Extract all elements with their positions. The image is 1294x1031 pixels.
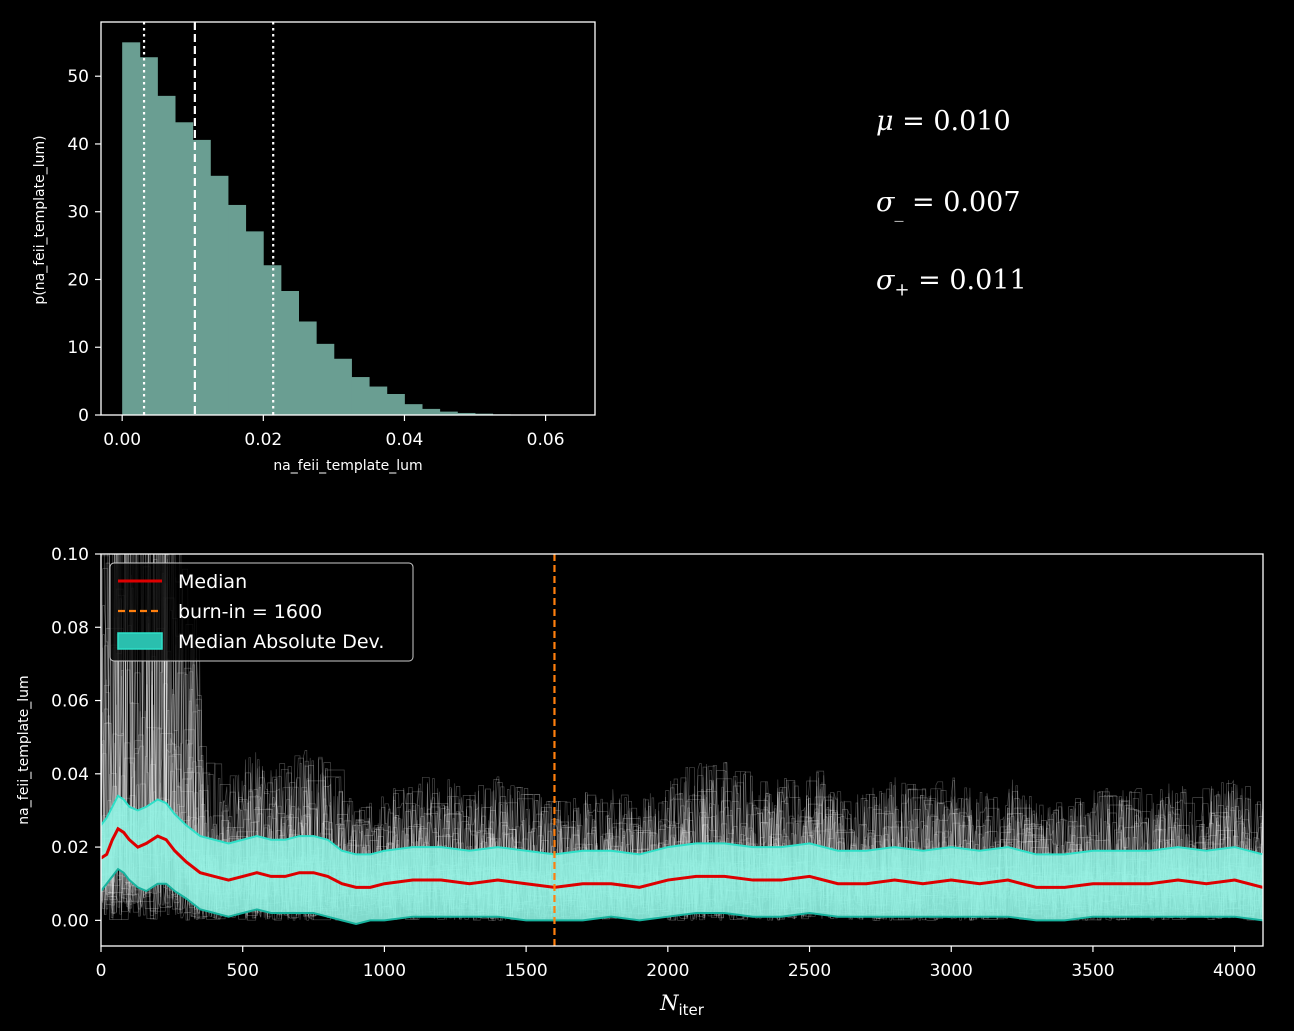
trace-panel: 0 500 1000 1500 2000 2500 3000 3500 4000 0.000.0… [16,545,1264,1019]
trace-y-tick-label: 0.02 [51,838,89,858]
histogram-bar [210,175,229,415]
trace-x-tick-label: 500 [226,961,258,981]
histogram-y-tick-label: 30 [67,203,89,223]
legend-mad-swatch [117,632,163,650]
histogram-y-tick-label: 20 [67,270,89,290]
histogram-x-ticks: 0.00 0.02 0.04 0.06 [103,415,565,450]
histogram-x-tick-label: 0.06 [527,430,565,450]
histogram-bar [422,408,441,415]
histogram-y-tick-label: 40 [67,135,89,155]
trace-y-tick-label: 0.08 [51,618,89,638]
histogram-bar [139,57,158,415]
histogram-bars [122,42,582,416]
mad-upper-edge [101,794,1263,856]
trace-frame [100,553,1264,947]
histogram-frame [100,21,596,416]
histogram-panel: 0.00 0.02 0.04 0.06 0 10 20 30 40 50 na_feii_tem… [32,21,596,474]
histogram-bar [475,413,494,415]
histogram-bar [192,139,211,415]
trace-x-tick-label: 2000 [646,961,689,981]
stat-sigma-minus: σ_ = 0.007 [876,187,1021,223]
histogram-y-tick-label: 50 [67,67,89,87]
stat-mu: μ = 0.010 [876,106,1011,137]
trace-x-tick-label: 0 [96,961,107,981]
histogram-x-tick-label: 0.04 [386,430,424,450]
trace-y-label: na_feii_template_lum [16,675,32,824]
histogram-bar [333,358,352,415]
trace-x-label: Niter [659,991,705,1019]
legend: Median burn-in = 1600 Median Absolute De… [109,562,414,662]
histogram-bar [369,386,388,415]
histogram-bar [386,393,405,415]
median-line [101,826,1263,889]
stat-sigma-plus: σ+ = 0.011 [876,265,1027,301]
trace-x-tick-label: 3000 [930,961,973,981]
trace-x-tick-label: 1000 [363,961,406,981]
histogram-bar [351,377,370,415]
histogram-bar [122,42,141,416]
histogram-bar [280,291,299,415]
trace-x-ticks: 0 500 1000 1500 2000 2500 3000 3500 4000 [96,946,1256,981]
trace-y-tick-label: 0.06 [51,692,89,712]
histogram-vlines [142,22,275,415]
histogram-y-tick-label: 0 [78,406,89,426]
trace-y-tick-label: 0.10 [51,545,89,565]
histogram-bar [457,412,476,415]
histogram-bar [157,95,176,415]
histogram-bar [316,343,335,415]
trace-x-tick-label: 3500 [1071,961,1114,981]
legend-burnin-label: burn-in = 1600 [178,601,322,623]
trace-x-tick-label: 1500 [504,961,547,981]
histogram-bar [228,204,247,415]
legend-box [109,562,414,662]
histogram-bar [439,411,458,415]
trace-x-tick-label: 2500 [788,961,831,981]
legend-median-label: Median [178,571,247,593]
histogram-x-tick-label: 0.00 [103,430,141,450]
histogram-x-label: na_feii_template_lum [273,458,422,474]
trace-x-tick-label: 4000 [1213,961,1256,981]
trace-y-tick-label: 0.00 [51,911,89,931]
trace-y-tick-label: 0.04 [51,765,89,785]
histogram-bar [245,231,264,415]
histogram-y-ticks: 0 10 20 30 40 50 [67,67,101,426]
histogram-bar [404,404,423,415]
histogram-x-tick-label: 0.02 [244,430,282,450]
trace-y-ticks: 0.00 0.02 0.04 0.06 0.08 0.10 [51,545,101,931]
histogram-bar [175,122,194,415]
mad-band [101,795,1263,925]
mad-lower-edge [101,867,1263,926]
legend-mad-label: Median Absolute Dev. [178,631,384,653]
histogram-y-label: p(na_feii_template_lum) [32,135,48,304]
histogram-y-tick-label: 10 [67,338,89,358]
histogram-bar [298,321,317,415]
